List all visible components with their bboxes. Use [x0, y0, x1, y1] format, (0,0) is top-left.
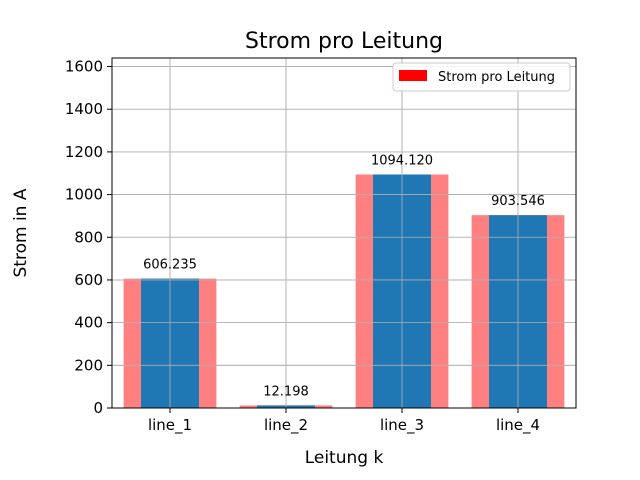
- axis-ticks: 0 200 400 600 800 1000 1200 1400 1600 line_1 line_…: [65, 58, 540, 435]
- x-axis-label: Leitung k: [305, 448, 384, 468]
- legend-box: [392, 62, 571, 92]
- plot-frame: [111, 57, 577, 409]
- bars: [123, 174, 565, 408]
- data-label-line_4: 903.546: [491, 194, 545, 209]
- y-tick-label: 200: [74, 356, 103, 374]
- data-label-line_3: 1094.120: [371, 153, 433, 168]
- data-labels: 606.235 12.198 1094.120 903.546: [112, 58, 576, 408]
- y-tick-label: 1400: [65, 100, 103, 118]
- data-label-line_2: 12.198: [263, 384, 309, 399]
- y-tick-label: 1200: [65, 143, 103, 161]
- x-tick-label: line_2: [264, 416, 308, 435]
- y-tick-label: 1000: [65, 186, 103, 204]
- y-tick-label: 0: [93, 399, 103, 417]
- x-tick-label: line_4: [496, 416, 540, 435]
- data-label-line_1: 606.235: [143, 258, 197, 273]
- y-tick-label: 1600: [65, 58, 103, 76]
- legend: Strom pro Leitung: [392, 62, 571, 92]
- legend-entry: Strom pro Leitung: [438, 70, 555, 85]
- y-tick-label: 400: [74, 314, 103, 332]
- y-tick-label: 600: [74, 271, 103, 289]
- y-tick-label: 800: [74, 228, 103, 246]
- legend-swatch: [399, 70, 427, 81]
- x-tick-label: line_3: [380, 416, 424, 435]
- x-tick-label: line_1: [148, 416, 192, 435]
- chart-title: Strom pro Leitung: [245, 29, 443, 54]
- y-axis-label: Strom in A: [11, 188, 31, 277]
